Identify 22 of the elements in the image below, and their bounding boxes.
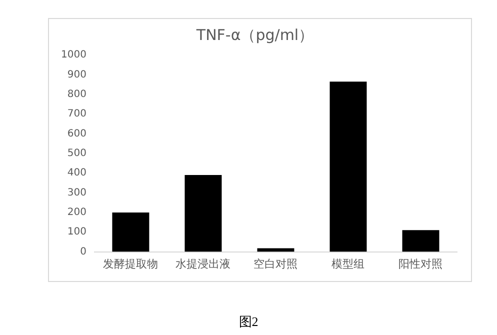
x-tick-label: 空白对照 [254, 257, 298, 270]
bar [402, 230, 440, 252]
bar [112, 212, 150, 252]
y-tick-label: 600 [67, 128, 86, 140]
y-tick-label: 500 [67, 148, 86, 159]
y-tick-label: 300 [67, 187, 86, 198]
y-tick-label: 700 [67, 108, 86, 120]
x-tick-label: 发酵提取物 [103, 258, 158, 270]
y-tick-label: 200 [67, 207, 86, 218]
x-tick-label: 水提浸出液 [176, 257, 231, 270]
x-tick-label: 模型组 [332, 258, 365, 270]
y-tick-label: 1000 [60, 50, 86, 61]
chart-title: TNF-α（pg/ml） [195, 26, 314, 44]
bar [184, 175, 222, 252]
y-tick-label: 800 [67, 88, 86, 100]
x-tick-label: 阳性对照 [398, 257, 443, 270]
y-tick-label: 100 [67, 226, 86, 238]
y-tick-label: 0 [80, 246, 86, 258]
y-tick-label: 900 [67, 69, 86, 80]
y-tick-label: 400 [67, 168, 86, 179]
bar [330, 82, 367, 252]
caption: 图2 [238, 313, 260, 331]
